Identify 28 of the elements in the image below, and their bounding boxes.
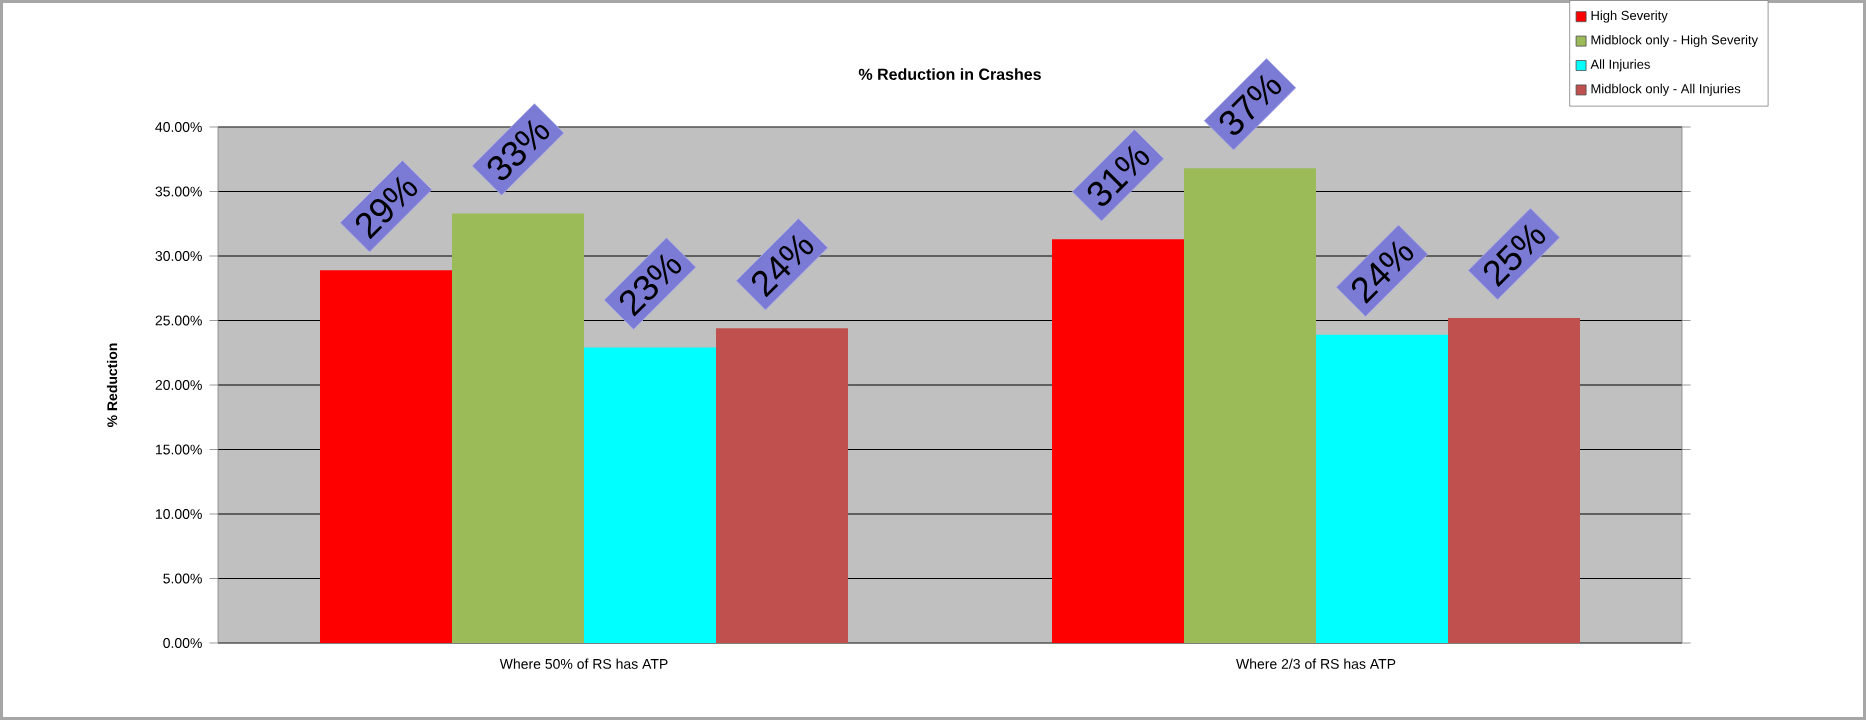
- chart-title: % Reduction in Crashes: [858, 68, 1041, 80]
- legend-label: Midblock only - All Injuries: [1591, 83, 1741, 96]
- bar: [1184, 168, 1317, 643]
- x-tick-label: Where 50% of RS has ATP: [499, 658, 668, 669]
- bar: [452, 213, 585, 643]
- y-tick-label: 0.00%: [163, 638, 202, 648]
- bar: [584, 347, 717, 643]
- y-tick-label: 25.00%: [155, 315, 202, 326]
- y-tick-label: 30.00%: [155, 251, 202, 261]
- bar: [320, 270, 453, 643]
- legend-label: Midblock only - High Severity: [1591, 34, 1759, 48]
- y-tick-label: 20.00%: [155, 380, 202, 390]
- y-tick-label: 5.00%: [163, 573, 202, 584]
- legend-label: All Injuries: [1590, 59, 1650, 72]
- y-tick-label: 35.00%: [155, 186, 202, 197]
- bar: [716, 328, 849, 643]
- legend-label: High Severity: [1591, 10, 1668, 23]
- y-tick-label: 15.00%: [156, 444, 202, 455]
- bar: [1448, 317, 1581, 643]
- y-axis-title: % Reduction: [106, 343, 118, 428]
- bar: [1316, 334, 1449, 643]
- y-tick-label: 10.00%: [156, 509, 202, 519]
- y-tick-label: 40.00%: [155, 122, 202, 132]
- bar: [1052, 239, 1185, 643]
- data-label: 33%: [487, 119, 550, 180]
- x-tick-label: Where 2/3 of RS has ATP: [1236, 658, 1396, 669]
- data-label: 37%: [1219, 74, 1282, 135]
- data-label: 31%: [1087, 145, 1150, 206]
